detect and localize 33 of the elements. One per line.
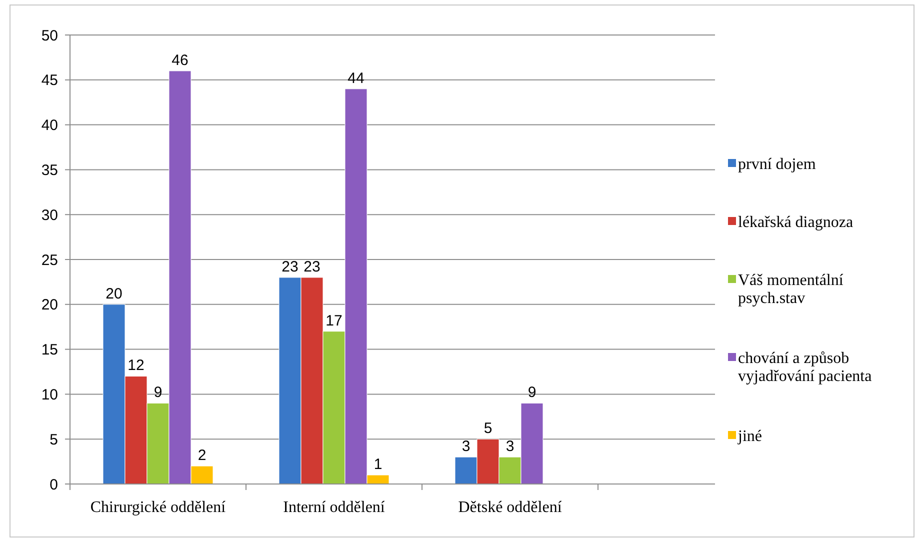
x-tick-label: Dětské oddělení bbox=[458, 499, 562, 516]
y-tick-label: 50 bbox=[41, 27, 58, 44]
data-label: 1 bbox=[374, 456, 382, 474]
x-tick-label: Chirurgické oddělení bbox=[90, 499, 226, 516]
y-tick-label: 10 bbox=[41, 386, 58, 404]
y-tick-label: 45 bbox=[41, 72, 58, 90]
y-tick-label: 35 bbox=[41, 162, 58, 179]
legend-label: Váš momentální psych.stav bbox=[738, 272, 844, 307]
legend-label: lékařská diagnoza bbox=[738, 214, 854, 231]
data-label: 44 bbox=[348, 70, 364, 87]
y-tick-label: 5 bbox=[50, 431, 58, 448]
data-label: 17 bbox=[326, 312, 342, 330]
y-tick-label: 0 bbox=[50, 476, 58, 494]
data-label: 23 bbox=[282, 258, 298, 276]
y-tick-label: 15 bbox=[41, 342, 58, 359]
data-label: 9 bbox=[528, 384, 536, 402]
data-label: 46 bbox=[172, 52, 188, 69]
data-label: 9 bbox=[154, 384, 162, 402]
data-label: 3 bbox=[506, 438, 514, 456]
y-tick-label: 30 bbox=[41, 206, 58, 224]
legend-label: jiné bbox=[737, 428, 762, 445]
data-label: 20 bbox=[106, 285, 122, 302]
x-tick-label: Interní oddělení bbox=[283, 499, 386, 516]
data-label: 23 bbox=[304, 258, 320, 276]
y-tick-label: 25 bbox=[41, 252, 58, 269]
data-label: 5 bbox=[484, 420, 492, 438]
data-label: 12 bbox=[128, 357, 144, 374]
legend-label: chování a způsob vyjadřování pacienta bbox=[738, 350, 872, 385]
y-tick-label: 20 bbox=[41, 296, 58, 314]
y-tick-label: 40 bbox=[41, 117, 58, 134]
data-label: 3 bbox=[462, 438, 470, 456]
legend-label: první dojem bbox=[738, 156, 816, 173]
data-label: 2 bbox=[198, 447, 206, 464]
